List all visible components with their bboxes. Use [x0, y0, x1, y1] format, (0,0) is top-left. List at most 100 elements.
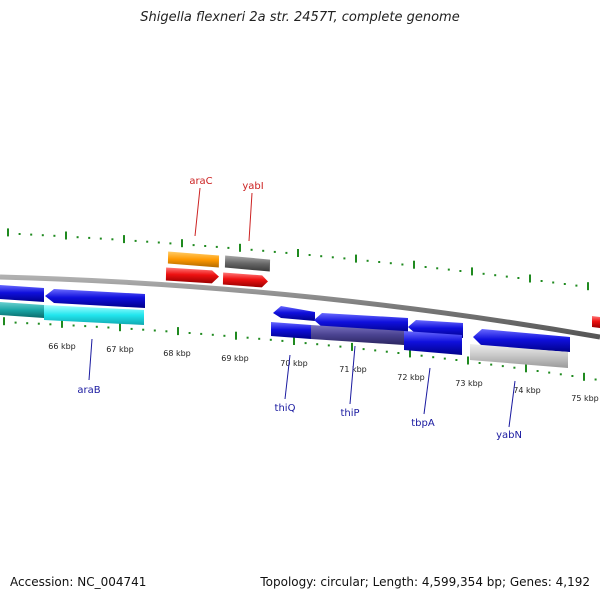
outer-tick-minor — [204, 245, 207, 247]
inner-tick-minor — [246, 336, 249, 339]
inner-tick-minor — [258, 337, 261, 340]
outer-tick-minor — [482, 272, 485, 275]
outer-tick-minor — [540, 280, 543, 282]
genome-backbone — [0, 274, 600, 340]
inner-tick-major — [467, 356, 469, 365]
outer-tick-major — [413, 260, 415, 269]
ruler-label-70: 70 kbp — [280, 359, 308, 368]
outer-tick-major — [529, 274, 531, 283]
ruler-label-66: 66 kbp — [48, 342, 76, 351]
outer-tick-minor — [308, 254, 311, 256]
inner-tick-major — [525, 364, 527, 373]
inner-tick-minor — [200, 332, 203, 335]
outer-tick-minor — [343, 257, 346, 260]
inner-tick-major — [351, 342, 353, 351]
inner-tick-minor — [95, 325, 98, 328]
gene-blue-left-arrow — [0, 285, 44, 302]
outer-tick-minor — [401, 263, 404, 266]
inner-tick-minor — [84, 325, 87, 328]
feature-red-edge — [592, 316, 600, 328]
outer-tick-minor — [30, 233, 33, 236]
inner-tick-minor — [142, 328, 145, 331]
gene-yabI-arrow — [222, 272, 268, 288]
forward-features — [165, 251, 600, 328]
outer-tick-minor — [262, 249, 265, 252]
inner-tick-minor — [26, 322, 29, 325]
feature-purple — [311, 325, 404, 345]
outer-tick-minor — [111, 238, 114, 241]
inner-tick-major — [61, 319, 63, 328]
inner-tick-minor — [281, 339, 284, 342]
inner-tick-minor — [130, 327, 133, 330]
reverse-gene-labels: araB thiQ thiP tbpA yabN — [77, 338, 522, 441]
feature-light-grey — [470, 344, 568, 368]
outer-tick-minor — [447, 268, 450, 271]
outer-tick-minor — [436, 267, 439, 270]
inner-tick-major — [293, 337, 295, 345]
outer-tick-major — [355, 254, 357, 263]
gene-label-araB: araB — [77, 385, 100, 396]
outer-tick-minor — [146, 240, 149, 243]
inner-tick-minor — [223, 334, 226, 337]
outer-tick-minor — [320, 255, 323, 258]
gene-label-yabN: yabN — [496, 430, 522, 441]
inner-tick-minor — [501, 365, 504, 368]
inner-tick-minor — [490, 363, 493, 366]
tbpA-leader — [423, 367, 431, 415]
outer-tick-minor — [169, 242, 172, 245]
inner-tick-minor — [420, 354, 423, 357]
outer-tick-major — [239, 243, 241, 252]
outer-tick-minor — [41, 234, 44, 237]
inner-tick-minor — [49, 323, 52, 326]
outer-tick-minor — [575, 284, 578, 287]
outer-tick-minor — [157, 241, 160, 244]
gene-tbpA-lower — [404, 331, 462, 355]
feature-dark-grey — [224, 255, 271, 272]
inner-tick-minor — [339, 345, 342, 348]
inner-tick-minor — [385, 350, 388, 353]
outer-tick-minor — [366, 259, 369, 262]
outer-tick-minor — [389, 262, 392, 265]
inner-tick-major — [583, 372, 585, 381]
outer-tick-minor — [99, 237, 102, 240]
inner-tick-minor — [188, 332, 191, 334]
inner-tick-minor — [269, 338, 272, 341]
inner-tick-major — [119, 323, 121, 332]
ruler-label-67: 67 kbp — [106, 345, 134, 354]
inner-tick-minor — [107, 326, 110, 329]
gene-araC-arrow — [165, 267, 219, 284]
outer-tick-minor — [134, 239, 137, 242]
inner-tick-minor — [72, 324, 75, 327]
outer-tick-minor — [517, 277, 520, 279]
yabN-leader — [508, 380, 516, 428]
outer-tick-minor — [494, 274, 497, 277]
thiQ-leader — [284, 354, 291, 400]
outer-tick-minor — [331, 256, 334, 259]
outer-tick-minor — [76, 236, 79, 239]
araC-leader — [194, 187, 201, 237]
outer-tick-minor — [215, 245, 218, 248]
outer-tick-minor — [227, 246, 230, 249]
thiP-leader — [349, 345, 356, 405]
outer-tick-major — [471, 267, 473, 276]
inner-tick-minor — [443, 357, 446, 360]
outer-tick-minor — [53, 234, 56, 237]
gene-label-thiP: thiP — [340, 408, 359, 419]
inner-tick-minor — [37, 322, 40, 325]
yabI-leader — [248, 192, 253, 242]
ruler-label-69: 69 kbp — [221, 354, 249, 363]
outer-tick-major — [587, 282, 589, 291]
ruler-label-73: 73 kbp — [455, 379, 483, 388]
outer-tick-minor — [192, 244, 195, 247]
gene-label-araC: araC — [189, 176, 212, 187]
inner-tick-minor — [327, 344, 330, 347]
inner-tick-major — [409, 349, 411, 358]
araB-leader — [88, 338, 93, 381]
inner-tick-major — [3, 317, 5, 326]
feature-cyan — [44, 305, 144, 325]
forward-gene-labels: araC yabI — [189, 176, 264, 242]
inner-tick-major — [177, 327, 179, 336]
page-title: Shigella flexneri 2a str. 2457T, complet… — [140, 10, 460, 25]
outer-tick-minor — [378, 261, 381, 263]
